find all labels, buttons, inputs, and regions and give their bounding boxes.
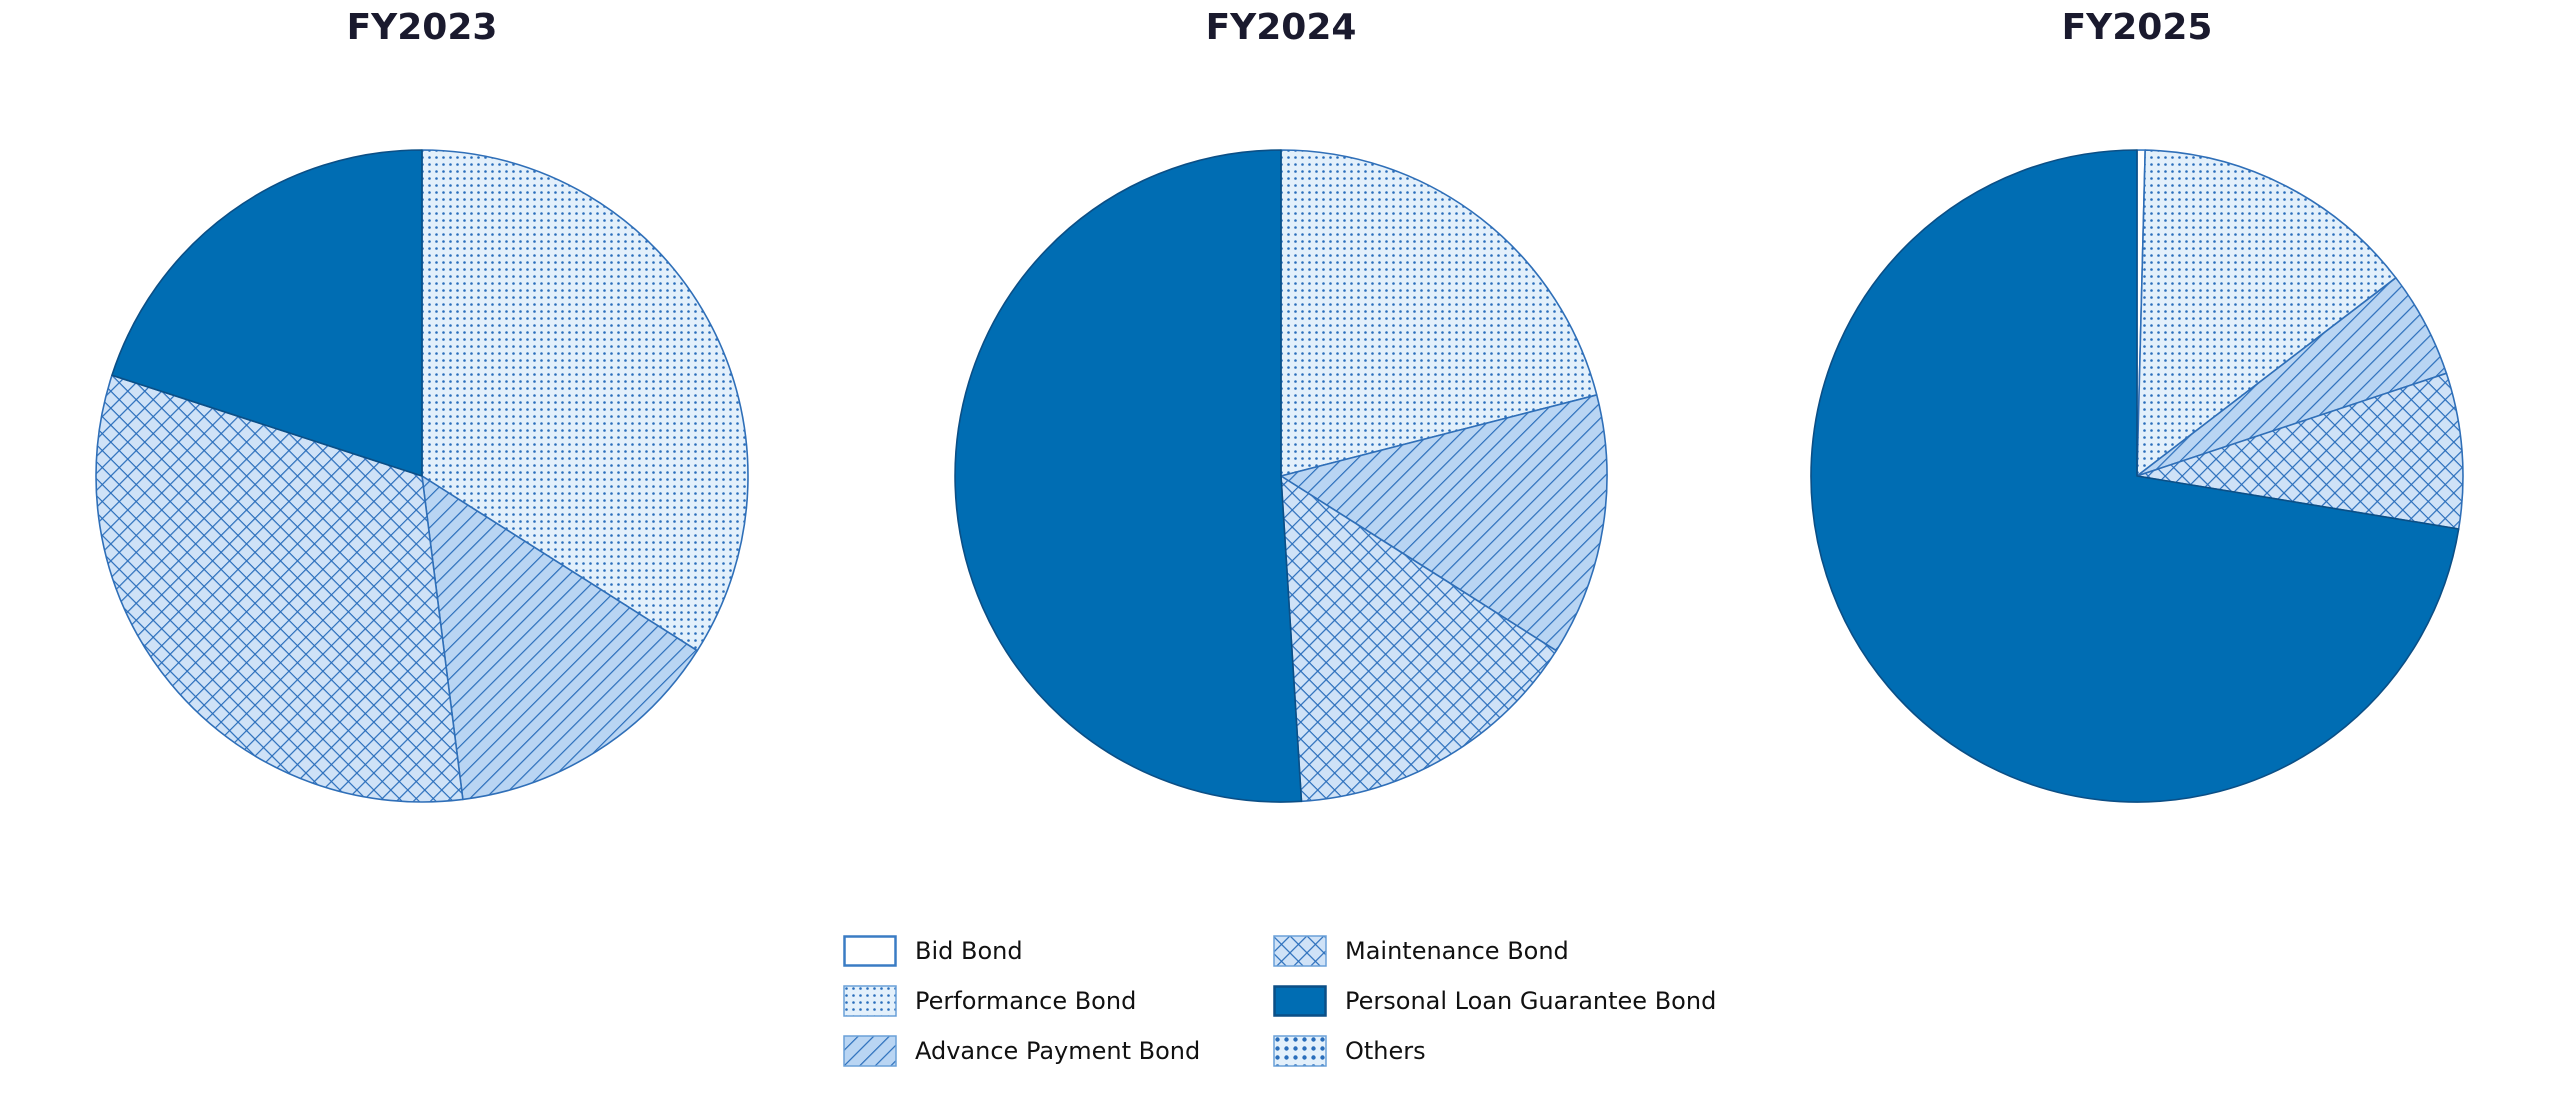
pie-slice-performance-bond [421,149,749,652]
legend-label: Others [1345,1037,1426,1065]
legend-label: Advance Payment Bond [915,1037,1201,1065]
swatch-others-icon [1273,1035,1327,1067]
pie-slice-maintenance-bond [1280,475,1558,803]
swatch-performance-bond-icon [843,985,897,1017]
pie-slice-maintenance-bond [2136,372,2464,530]
legend-label: Performance Bond [915,987,1137,1015]
pie-slice-performance-bond [1280,149,1598,477]
pie-title-fy2024: FY2024 [1205,7,1357,48]
pie-title-fy2025: FY2025 [2061,7,2213,48]
legend-label: Bid Bond [915,937,1023,965]
legend-item-personal-loan-guarantee-bond[interactable]: Personal Loan Guarantee Bond [1273,984,1716,1018]
pie-svg-fy2024 [954,149,1608,803]
pie-fy2024: FY2024 [851,0,1711,860]
pie-slice-maintenance-bond [95,374,464,803]
pie-svg-fy2025 [1810,149,2464,803]
legend-label: Maintenance Bond [1345,937,1569,965]
pie-slice-personal-loan-guarantee-bond [1810,149,2460,803]
pie-svg-fy2023 [95,149,749,803]
pie-slice-advance-payment-bond [1280,394,1608,652]
swatch-bid-bond-icon [843,935,897,967]
pie-slice-personal-loan-guarantee-bond [111,149,423,477]
pie-slice-performance-bond [2136,149,2397,477]
legend-item-performance-bond[interactable]: Performance Bond [843,984,1136,1018]
pie-slice-advance-payment-bond [421,475,699,801]
legend-item-others[interactable]: Others [1273,1034,1426,1068]
pie-fy2025: FY2025 [1707,0,2560,860]
legend-item-advance-payment-bond[interactable]: Advance Payment Bond [843,1034,1200,1068]
pie-slice-personal-loan-guarantee-bond [954,149,1303,803]
swatch-advance-payment-bond-icon [843,1035,897,1067]
swatch-maintenance-bond-icon [1273,935,1327,967]
swatch-personal-loan-guarantee-bond-icon [1273,985,1327,1017]
legend-item-maintenance-bond[interactable]: Maintenance Bond [1273,934,1569,968]
legend-label: Personal Loan Guarantee Bond [1345,987,1717,1015]
pie-fy2023: FY2023 [0,0,852,860]
legend-item-bid-bond[interactable]: Bid Bond [843,934,1023,968]
legend: Bid Bond Performance Bond Advance Paymen… [843,934,1743,1074]
pie-title-fy2023: FY2023 [346,7,498,48]
